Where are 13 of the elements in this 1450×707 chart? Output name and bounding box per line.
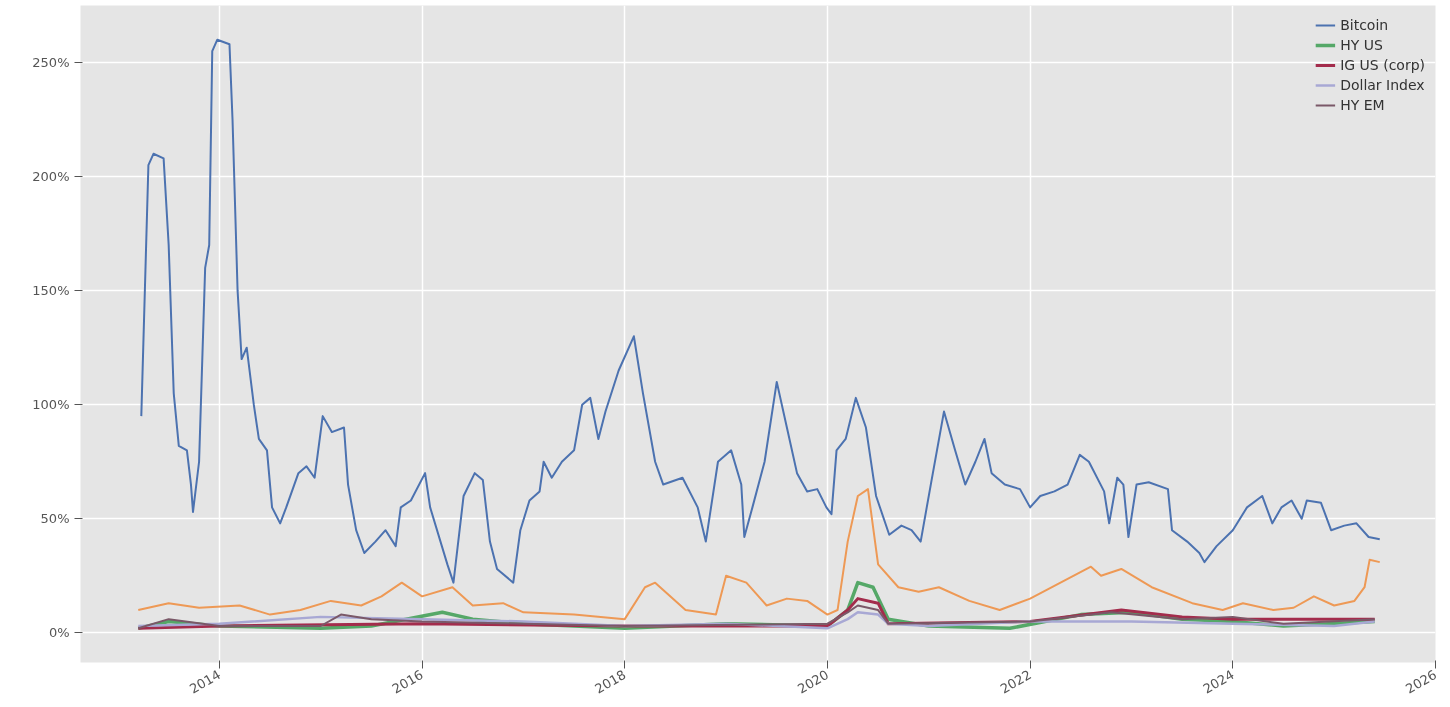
line-series — [137, 604, 1376, 630]
legend-label: Dollar Index — [1340, 77, 1425, 93]
y-tick-label: 50% — [40, 511, 70, 527]
y-tick-label: 250% — [32, 55, 70, 71]
legend-label: IG US (corp) — [1340, 57, 1425, 73]
legend-label: HY EM — [1340, 97, 1385, 113]
y-tick-label: 0% — [48, 625, 70, 641]
legend-label: HY US — [1340, 37, 1383, 53]
y-tick-label: 150% — [32, 283, 70, 299]
legend-label: Bitcoin — [1340, 17, 1389, 33]
line-series — [137, 488, 1381, 621]
y-tick-label: 100% — [32, 397, 70, 413]
y-tick-label: 200% — [32, 169, 70, 185]
